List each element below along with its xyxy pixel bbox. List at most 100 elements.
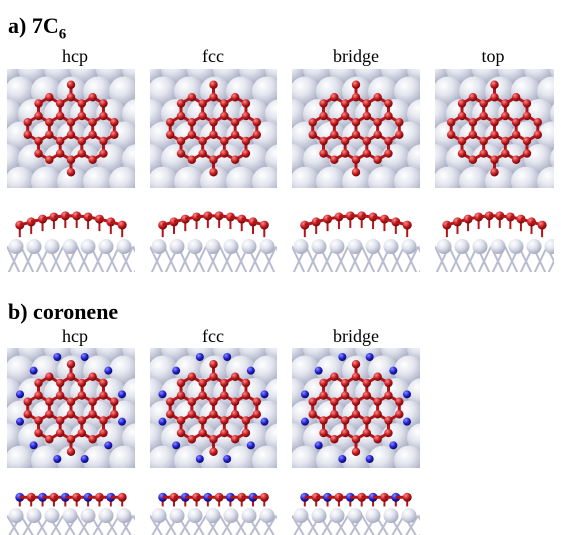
- hydrogen-atom: [158, 492, 168, 502]
- carbon-atom: [66, 130, 76, 139]
- label-a-bridge: bridge: [333, 46, 379, 66]
- carbon-atom: [110, 118, 119, 127]
- carbon-atom: [55, 136, 65, 146]
- metal-atom: [511, 166, 541, 188]
- carbon-atom: [220, 416, 229, 425]
- carbon-atom: [351, 360, 361, 369]
- carbon-atom: [241, 391, 251, 400]
- metal-atom: [150, 166, 178, 188]
- metal-atom: [70, 144, 100, 175]
- carbon-atom: [220, 111, 229, 121]
- carbon-atom: [99, 99, 108, 108]
- hydrogen-atom: [338, 455, 347, 464]
- carbon-atom: [340, 391, 350, 400]
- carbon-atom: [252, 118, 261, 127]
- metal-atom: [550, 103, 554, 125]
- metal-atom: [150, 423, 165, 454]
- carbon-atom: [176, 99, 186, 108]
- carbon-atom: [533, 130, 542, 139]
- carbon-atom: [77, 416, 87, 425]
- metal-atom: [435, 76, 463, 107]
- metal-atom: [537, 166, 554, 188]
- carbon-atom: [319, 111, 328, 121]
- carbon-atom: [463, 214, 473, 224]
- hydrogen-atom: [323, 492, 333, 502]
- carbon-atom: [209, 447, 218, 456]
- carbon-atom: [88, 93, 97, 102]
- hydrogen-atom: [53, 455, 62, 464]
- carbon-atom: [351, 130, 361, 139]
- carbon-atom: [230, 410, 240, 419]
- carbon-atom: [230, 93, 240, 102]
- carbon-atom: [176, 149, 186, 158]
- hydrogen-atom: [403, 417, 412, 426]
- metal-atom: [383, 239, 399, 255]
- metal-atom: [368, 445, 398, 468]
- metal-atom: [7, 76, 35, 107]
- metal-atom: [394, 445, 420, 468]
- metal-atom: [365, 508, 381, 524]
- metal-atom: [329, 423, 359, 454]
- carbon-atom: [34, 136, 43, 146]
- metal-atom: [394, 76, 420, 107]
- metal-atom: [419, 512, 420, 519]
- carbon-atom: [209, 435, 218, 444]
- carbon-atom: [66, 397, 76, 406]
- carbon-atom: [55, 378, 65, 388]
- carbon-atom: [368, 212, 378, 222]
- metal-atom: [459, 166, 489, 188]
- hydrogen-atom: [314, 441, 323, 450]
- panel-b-fcc-top: [150, 348, 277, 468]
- carbon-atom: [351, 410, 361, 419]
- carbon-atom: [187, 118, 197, 127]
- metal-atom: [26, 508, 42, 524]
- carbon-atom: [384, 136, 393, 146]
- metal-atom: [7, 445, 35, 468]
- panel-a-hcp-side: [7, 205, 135, 272]
- metal-atom: [394, 166, 420, 188]
- hydrogen-atom: [118, 390, 127, 399]
- carbon-atom: [220, 99, 229, 108]
- carbon-atom: [198, 416, 207, 425]
- metal-atom: [550, 148, 554, 170]
- carbon-atom: [15, 220, 25, 230]
- panel-a-fcc-top: [150, 69, 277, 188]
- metal-atom: [187, 423, 217, 454]
- metal-atom: [8, 239, 24, 255]
- metal-atom: [292, 445, 320, 468]
- carbon-atom: [198, 378, 207, 388]
- carbon-atom: [209, 360, 218, 369]
- carbon-atom: [351, 155, 361, 164]
- carbon-atom: [220, 149, 229, 158]
- metal-atom: [446, 144, 476, 175]
- carbon-atom: [187, 372, 197, 381]
- metal-atom: [419, 243, 420, 250]
- carbon-atom: [384, 111, 393, 121]
- metal-atom: [347, 239, 363, 255]
- metal-atom: [187, 508, 203, 524]
- section-b-title: b) coronene: [8, 299, 119, 324]
- carbon-atom: [176, 378, 186, 388]
- metal-atom: [26, 239, 42, 255]
- carbon-atom: [395, 118, 404, 127]
- hydrogen-atom: [29, 366, 38, 375]
- metal-atom: [355, 423, 385, 454]
- carbon-atom: [198, 111, 207, 121]
- carbon-atom: [55, 428, 65, 438]
- metal-atom: [252, 355, 277, 386]
- metal-atom: [241, 508, 257, 524]
- carbon-atom: [110, 410, 119, 419]
- hydrogen-atom: [391, 492, 401, 502]
- carbon-atom: [468, 93, 478, 102]
- carbon-atom: [230, 130, 240, 139]
- carbon-atom: [479, 111, 488, 121]
- carbon-atom: [187, 397, 197, 406]
- carbon-atom: [373, 397, 382, 406]
- carbon-atom: [45, 410, 54, 419]
- panel-b-fcc-side: [150, 484, 277, 535]
- hydrogen-atom: [172, 366, 181, 375]
- carbon-atom: [77, 378, 87, 388]
- hydrogen-atom: [300, 417, 309, 426]
- carbon-atom: [34, 378, 43, 388]
- carbon-atom: [457, 149, 467, 158]
